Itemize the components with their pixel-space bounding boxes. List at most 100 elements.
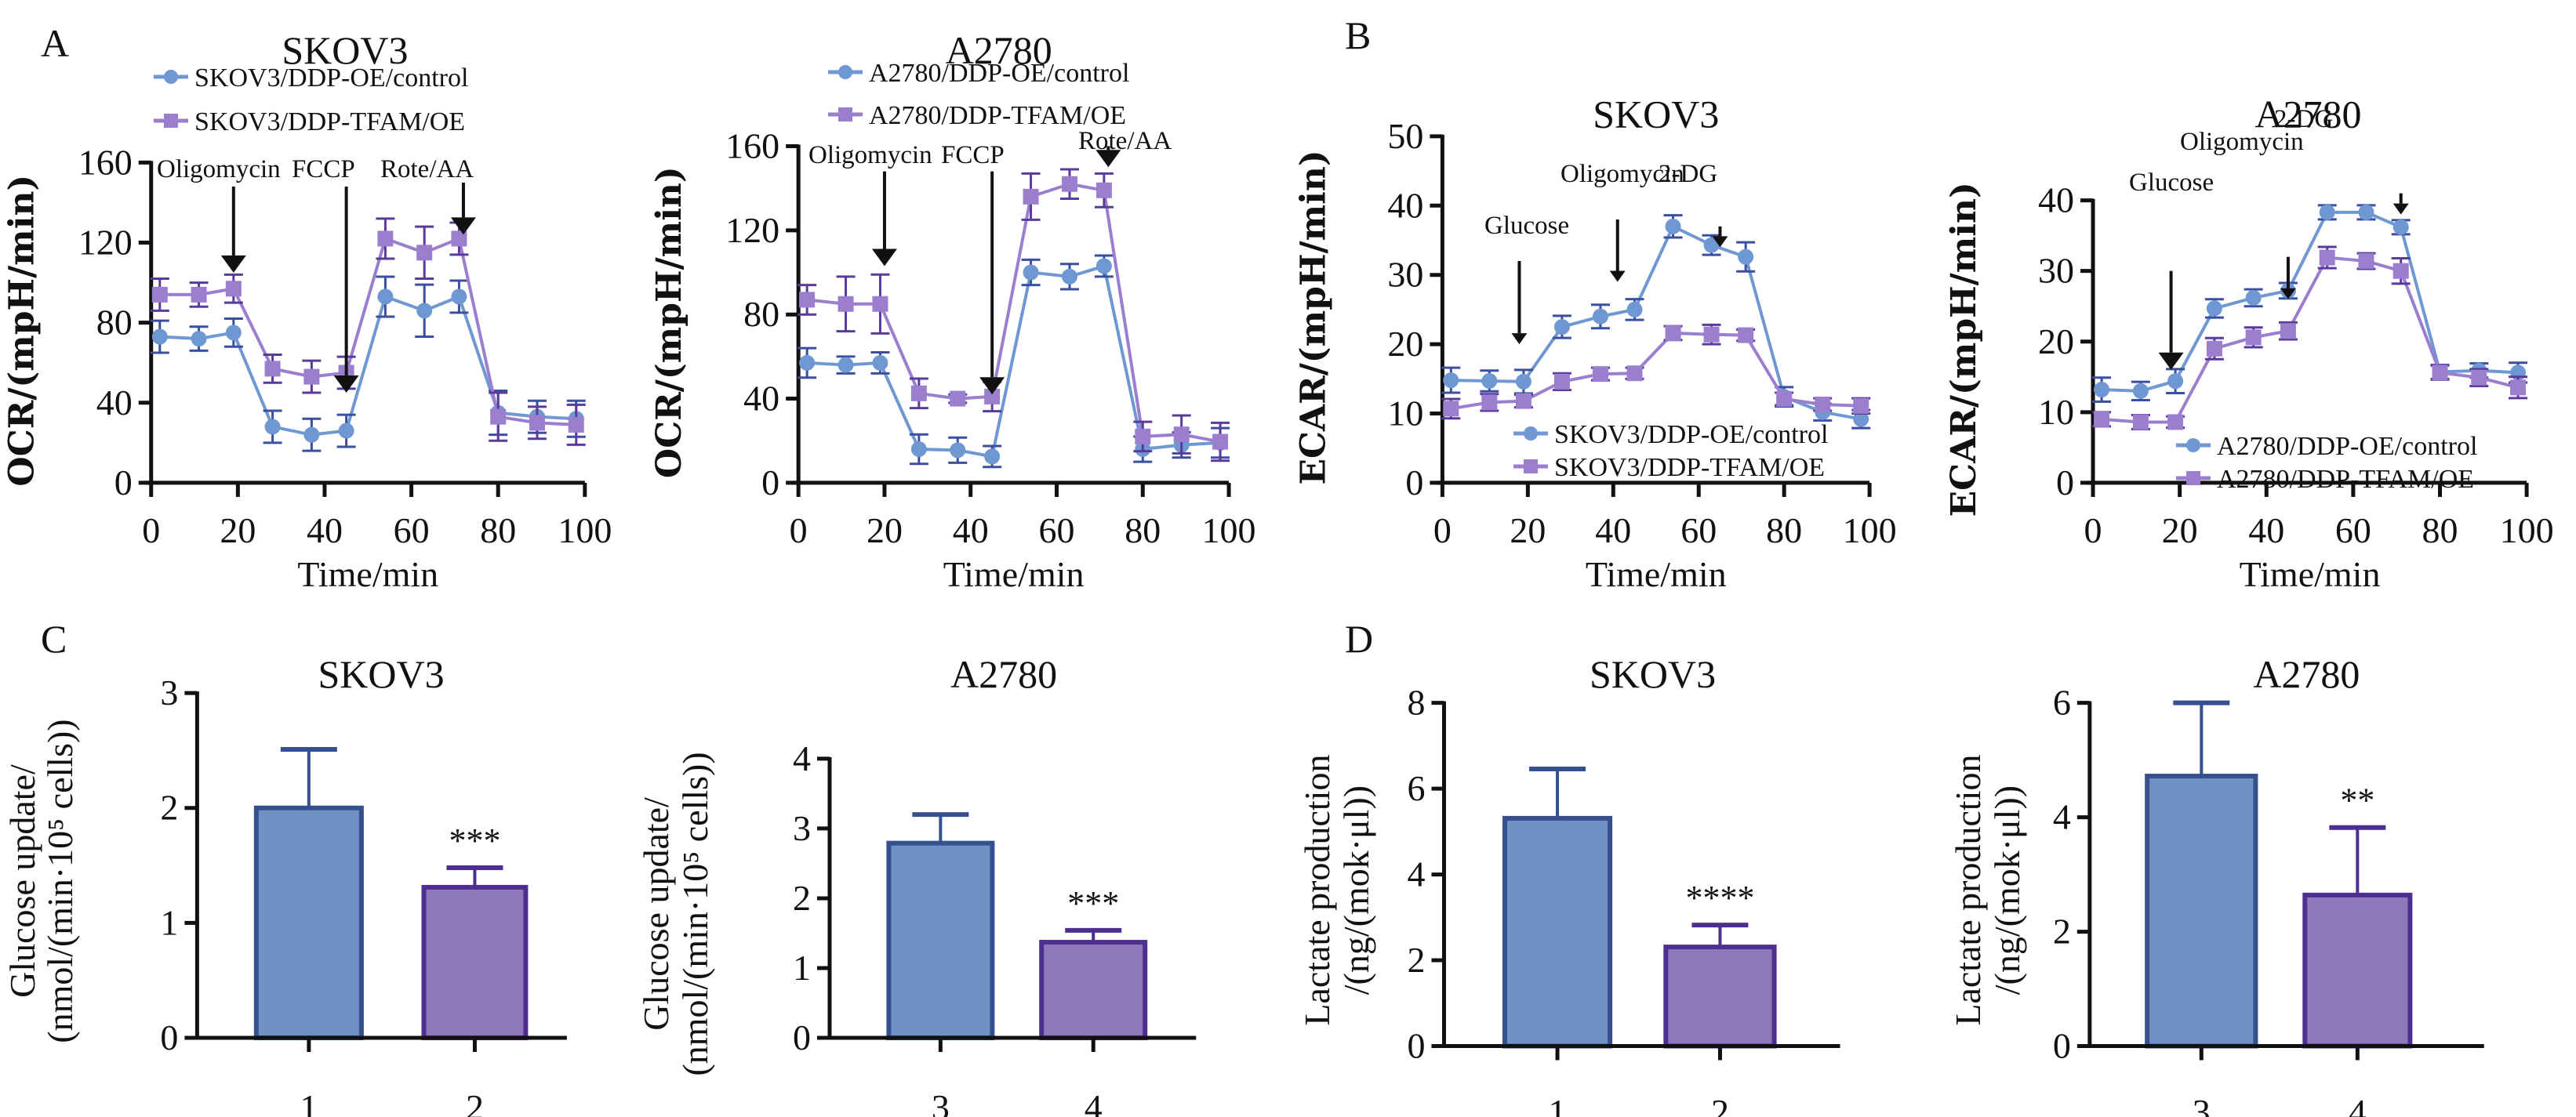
data-point: [451, 230, 467, 247]
data-point: [416, 245, 433, 261]
data-point: [1626, 365, 1643, 382]
legend-item: SKOV3/DDP-OE/control: [154, 63, 468, 92]
x-tick-label: 0: [2084, 510, 2102, 550]
x-tick-label: 2: [1711, 1092, 1729, 1117]
significance-label: ***: [449, 821, 500, 860]
series-control: [2092, 204, 2528, 403]
data-point: [1815, 397, 1831, 413]
y-axis-label: Lactate production: [1297, 755, 1337, 1026]
legend-item: SKOV3/DDP-OE/control: [1513, 420, 1828, 449]
x-tick-label: 40: [1595, 510, 1631, 550]
data-point: [2132, 414, 2149, 430]
y-tick-label: 40: [96, 383, 133, 423]
annotation-arrow-head: [1511, 333, 1528, 345]
y-tick-label: 40: [2038, 180, 2074, 220]
y-tick-label: 4: [1408, 854, 1426, 894]
bar: [421, 884, 529, 1041]
data-point: [1665, 325, 1681, 341]
data-point: [1626, 301, 1643, 317]
x-tick-label: 1: [1549, 1092, 1567, 1117]
data-point: [225, 325, 242, 341]
data-point: [984, 388, 1001, 404]
legend-item: A2780/DDP-OE/control: [828, 59, 1129, 88]
data-point: [2280, 323, 2296, 339]
legend-marker: [838, 65, 852, 79]
series-line: [1451, 224, 1862, 421]
significance-label: ****: [1685, 879, 1754, 917]
data-point: [1481, 372, 1498, 389]
legend-label: SKOV3/DDP-TFAM/OE: [1554, 453, 1825, 482]
series-line: [807, 263, 1221, 459]
legend-marker: [838, 107, 852, 121]
chart-a-a2780: 0 40 80 120 160 0 20 40 60 80 100 Time/min A2780 OCR/…: [649, 28, 1255, 594]
data-point: [1592, 366, 1608, 383]
data-point: [191, 286, 207, 303]
chart-title: SKOV3: [1593, 92, 1719, 136]
y-tick-label: 50: [1387, 116, 1423, 156]
data-point: [1443, 401, 1459, 417]
data-point: [2471, 369, 2487, 386]
data-point: [338, 423, 354, 439]
data-point: [2206, 340, 2222, 357]
data-point: [2358, 204, 2374, 220]
legend: A2780/DDP-OE/control A2780/DDP-TFAM/OE: [828, 59, 1129, 130]
x-tick-label: 100: [1202, 510, 1256, 550]
significance-label: **: [2340, 782, 2374, 820]
x-tick-label: 0: [1433, 510, 1451, 550]
data-point: [837, 296, 854, 312]
data-point: [1443, 372, 1459, 389]
data-point: [191, 331, 207, 347]
legend: A2780/DDP-OE/control A2780/DDP-TFAM/OE: [2176, 432, 2477, 494]
legend-label: SKOV3/DDP-TFAM/OE: [194, 107, 465, 136]
series-line: [806, 182, 1221, 444]
injection-annotations: Oligomycin FCCP Rote/AA: [808, 127, 1172, 395]
data-point: [1553, 373, 1570, 390]
data-point: [1738, 248, 1754, 265]
bar: [1502, 815, 1613, 1049]
data-point: [2393, 263, 2409, 279]
annotation-arrow-head: [979, 377, 1005, 395]
data-point: [451, 288, 467, 305]
y-axis-label-units: /(ng/(mok·μl)): [1336, 785, 1376, 995]
bar-group: 2 ****: [1663, 879, 1777, 1117]
data-point: [377, 230, 394, 247]
data-point: [1023, 188, 1039, 205]
data-point: [2510, 379, 2527, 396]
x-axis-label: Time/min: [297, 554, 438, 594]
chart-title: SKOV3: [318, 652, 444, 696]
chart-b-skov3: 0 10 20 30 40 50 0 20 40 60 80 100 Time/min SKOV3 ECAR…: [1293, 92, 1896, 594]
data-point: [872, 296, 888, 312]
legend: SKOV3/DDP-OE/control SKOV3/DDP-TFAM/OE: [1513, 420, 1828, 482]
legend-item: SKOV3/DDP-TFAM/OE: [154, 107, 465, 136]
annotation-arrow-head: [333, 375, 359, 393]
data-point: [2319, 249, 2335, 266]
annotation-label: Oligomycin: [1560, 160, 1684, 188]
annotation-label: Glucose: [1484, 212, 1569, 240]
data-point: [490, 408, 507, 425]
annotation-arrow-head: [220, 255, 246, 273]
data-point: [2094, 382, 2110, 398]
y-axis-label: ECAR/(mpH/min): [1944, 182, 1984, 517]
annotation-label: Oligomycin: [157, 155, 281, 183]
data-point: [1703, 326, 1720, 343]
series-line: [159, 294, 576, 437]
chart-title: A2780: [946, 28, 1052, 72]
chart-a-skov3: 0 40 80 120 160 0 20 40 60 80 100 Time/min SKOV3 OCR/…: [2, 28, 612, 594]
y-tick-label: 0: [2053, 1026, 2071, 1066]
x-tick-label: 60: [1680, 510, 1717, 550]
x-tick-label: 20: [2162, 510, 2198, 550]
x-tick-label: 3: [932, 1087, 950, 1117]
significance-label: ***: [1067, 884, 1119, 923]
x-tick-label: 80: [2422, 510, 2458, 550]
data-point: [2094, 411, 2110, 427]
y-tick-label: 40: [743, 379, 779, 419]
chart-d-skov3: 0 2 4 6 8 SKOV3 Lactate production/(ng/(mok·μl…: [1297, 652, 1840, 1117]
y-axis-label: Glucose update/: [2, 764, 42, 998]
annotation-arrow-head: [1095, 150, 1121, 168]
annotation-label: Rote/AA: [380, 155, 474, 183]
chart-title: A2780: [2253, 652, 2360, 696]
data-point: [950, 442, 966, 459]
series-tfam: [150, 217, 586, 446]
data-point: [2393, 219, 2409, 235]
